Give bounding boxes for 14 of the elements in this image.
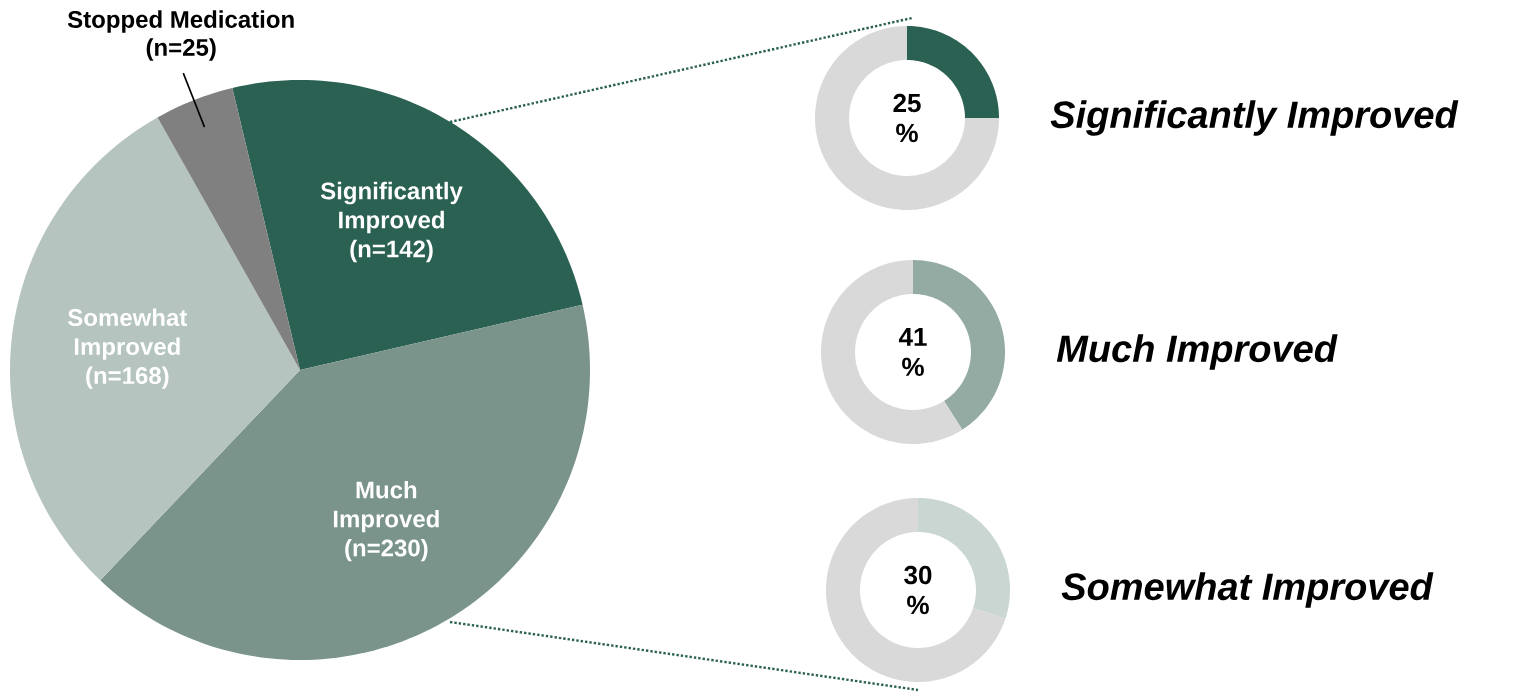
data-label: (n=25) xyxy=(146,38,216,61)
slice-label: Significantly Improved xyxy=(320,181,463,234)
slice-label: Much Improved xyxy=(333,480,439,533)
data-label: (n=168) xyxy=(86,366,169,389)
text: Much Improved xyxy=(1056,334,1338,370)
text: 41 % xyxy=(898,327,927,377)
text: 25 % xyxy=(893,93,921,143)
slice-label: Somewhat Improved xyxy=(68,308,188,360)
slice-label: Stopped Medication xyxy=(67,10,294,33)
data-label: (n=230) xyxy=(345,538,428,562)
text: Significantly Improved xyxy=(1050,100,1459,136)
data-label: (n=142) xyxy=(350,239,433,263)
text: 30 % xyxy=(904,565,932,615)
text: Somewhat Improved xyxy=(1061,572,1434,608)
